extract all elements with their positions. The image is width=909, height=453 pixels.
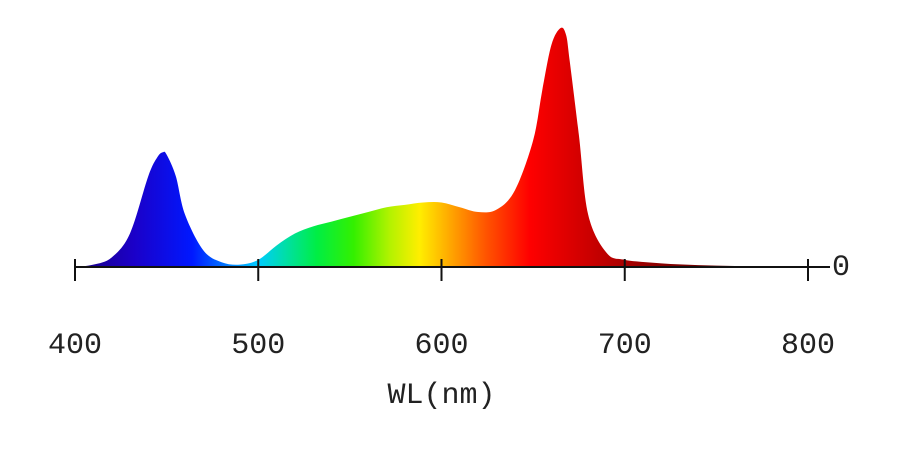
- x-tick-label: 400: [48, 329, 102, 363]
- spectrum-area-layer: [75, 27, 808, 268]
- y-tick-label: 0: [832, 251, 850, 285]
- x-axis: [74, 259, 830, 281]
- spectrum-area: [75, 27, 808, 268]
- x-tick-label: 600: [414, 329, 468, 363]
- x-axis-title: WL(nm): [387, 379, 495, 413]
- x-tick-label: 500: [231, 329, 285, 363]
- x-tick-label: 700: [598, 329, 652, 363]
- axis-labels: 400 500 600 700 800 0 WL(nm): [48, 251, 850, 413]
- x-tick-label: 800: [781, 329, 835, 363]
